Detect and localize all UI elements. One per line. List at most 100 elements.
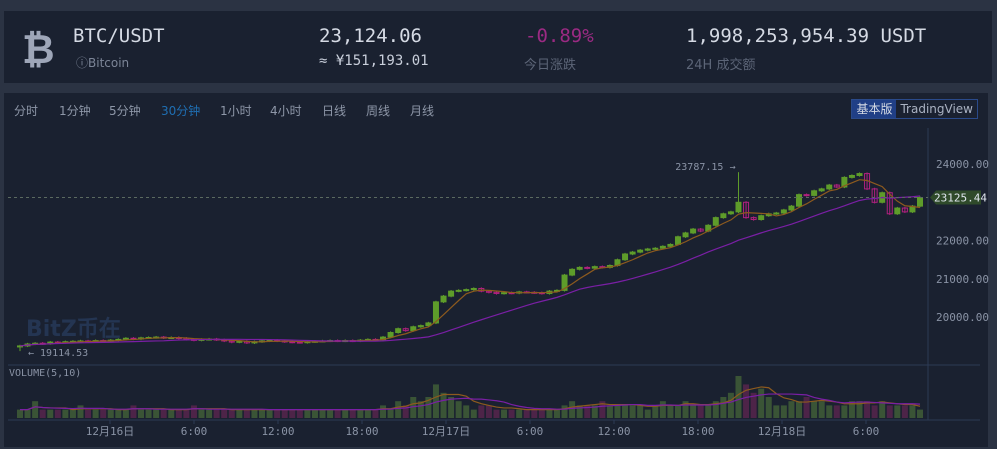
candle (493, 291, 500, 295)
volume-bar (77, 405, 84, 418)
candle-body (682, 232, 689, 238)
volume-bar (122, 409, 129, 418)
volume-bar (674, 405, 681, 418)
volume-bar (871, 405, 878, 418)
volume-indicator-label: VOLUME(5,10) (9, 368, 81, 379)
volume-bar (622, 405, 629, 418)
volume-bar (357, 409, 364, 418)
candle-body (901, 207, 908, 213)
volume-bar (455, 401, 462, 418)
candle-body (652, 247, 659, 250)
candle (690, 227, 697, 235)
volume-bar (780, 405, 787, 418)
candle-body (758, 215, 765, 221)
candle (622, 252, 629, 261)
volume-bar (259, 409, 266, 418)
candle-body (432, 301, 439, 324)
volume-bar (712, 401, 719, 418)
candle-body (455, 289, 462, 292)
candle-body (894, 207, 901, 215)
candle-body (576, 266, 583, 270)
y-tick-label: 22000.00 (936, 235, 989, 248)
candle-body (773, 212, 780, 215)
tab-interval[interactable]: 周线 (366, 104, 391, 118)
ma-slow-line (19, 195, 921, 347)
volume-bar (425, 397, 432, 418)
candle-body (917, 197, 923, 207)
tab-interval[interactable]: 30分钟 (161, 104, 201, 118)
volume-bar (311, 409, 318, 418)
volume-bar (758, 388, 765, 418)
volume-bar (690, 405, 697, 418)
volume-bar (221, 409, 228, 418)
candle-body (395, 328, 402, 334)
basic-version-button[interactable]: 基本版 (852, 100, 897, 118)
tradingview-button[interactable]: TradingView (900, 102, 973, 116)
volume-bar (637, 405, 644, 418)
candle (584, 266, 591, 270)
volume-bar (92, 409, 99, 418)
volume-bar (811, 401, 818, 418)
tab-interval[interactable]: 4小时 (270, 104, 302, 118)
candle (644, 247, 651, 252)
candle (591, 265, 598, 270)
volume-bar (561, 405, 568, 418)
volume-bar (705, 405, 712, 418)
candle-body (289, 341, 296, 344)
candle (448, 290, 455, 298)
pair-name: BTC/USDT (73, 25, 165, 47)
volume-bar (629, 405, 636, 418)
candle-body (818, 188, 825, 192)
candle-body (236, 340, 243, 343)
tab-interval[interactable]: 日线 (322, 104, 347, 118)
candle (758, 214, 765, 221)
volume-bar (440, 392, 447, 418)
volume-bar (304, 409, 311, 418)
volume-bar (190, 405, 197, 418)
last-price-tag (930, 190, 981, 205)
volume-bar (213, 409, 220, 418)
volume-bar (39, 409, 46, 418)
volume-bar (448, 397, 455, 418)
candle-body (561, 274, 568, 291)
candle-body (735, 201, 742, 213)
volume-bar (917, 409, 923, 418)
y-tick-label: 21000.00 (936, 273, 989, 286)
y-tick-label: 20000.00 (936, 311, 989, 324)
x-tick-label: 12:00 (597, 425, 630, 438)
tab-interval[interactable]: 分时 (14, 104, 39, 118)
candle-body (788, 205, 795, 211)
volume-bar (697, 405, 704, 418)
tab-interval[interactable]: 1分钟 (59, 104, 91, 118)
volume-bar (251, 409, 258, 418)
x-tick-label: 18:00 (681, 425, 714, 438)
candle-body (440, 295, 447, 303)
y-tick-label: 24000.00 (936, 158, 989, 171)
volume-bar (803, 397, 810, 418)
volume-bar (478, 405, 485, 418)
x-tick-label: 12月17日 (422, 425, 471, 438)
volume-bar (765, 397, 772, 418)
volume-bar (727, 392, 734, 418)
candle (917, 196, 923, 208)
volume-bar (17, 409, 23, 418)
candle-body (780, 209, 787, 214)
candle-body (448, 290, 455, 297)
volume-bar (652, 405, 659, 418)
tab-interval[interactable]: 1小时 (220, 104, 252, 118)
candle (901, 206, 908, 214)
chart-panel: 分时 1分钟 5分钟 30分钟 1小时 4小时 日线 周线 月线 基本版 TradingView (4, 93, 988, 447)
volume-bar (236, 409, 243, 418)
volume-bar (591, 405, 598, 418)
change-percent: -0.89% (525, 25, 594, 47)
coin-info-link[interactable]: ⓘBitcoin (76, 56, 130, 70)
volume-bar (372, 409, 379, 418)
volume-bar (85, 409, 92, 418)
candle-body (501, 292, 508, 295)
tab-interval[interactable]: 月线 (410, 104, 435, 118)
volume-bar (281, 409, 288, 418)
tab-interval[interactable]: 5分钟 (109, 104, 141, 118)
volume-bar (485, 405, 492, 418)
volume-bar (841, 405, 848, 418)
